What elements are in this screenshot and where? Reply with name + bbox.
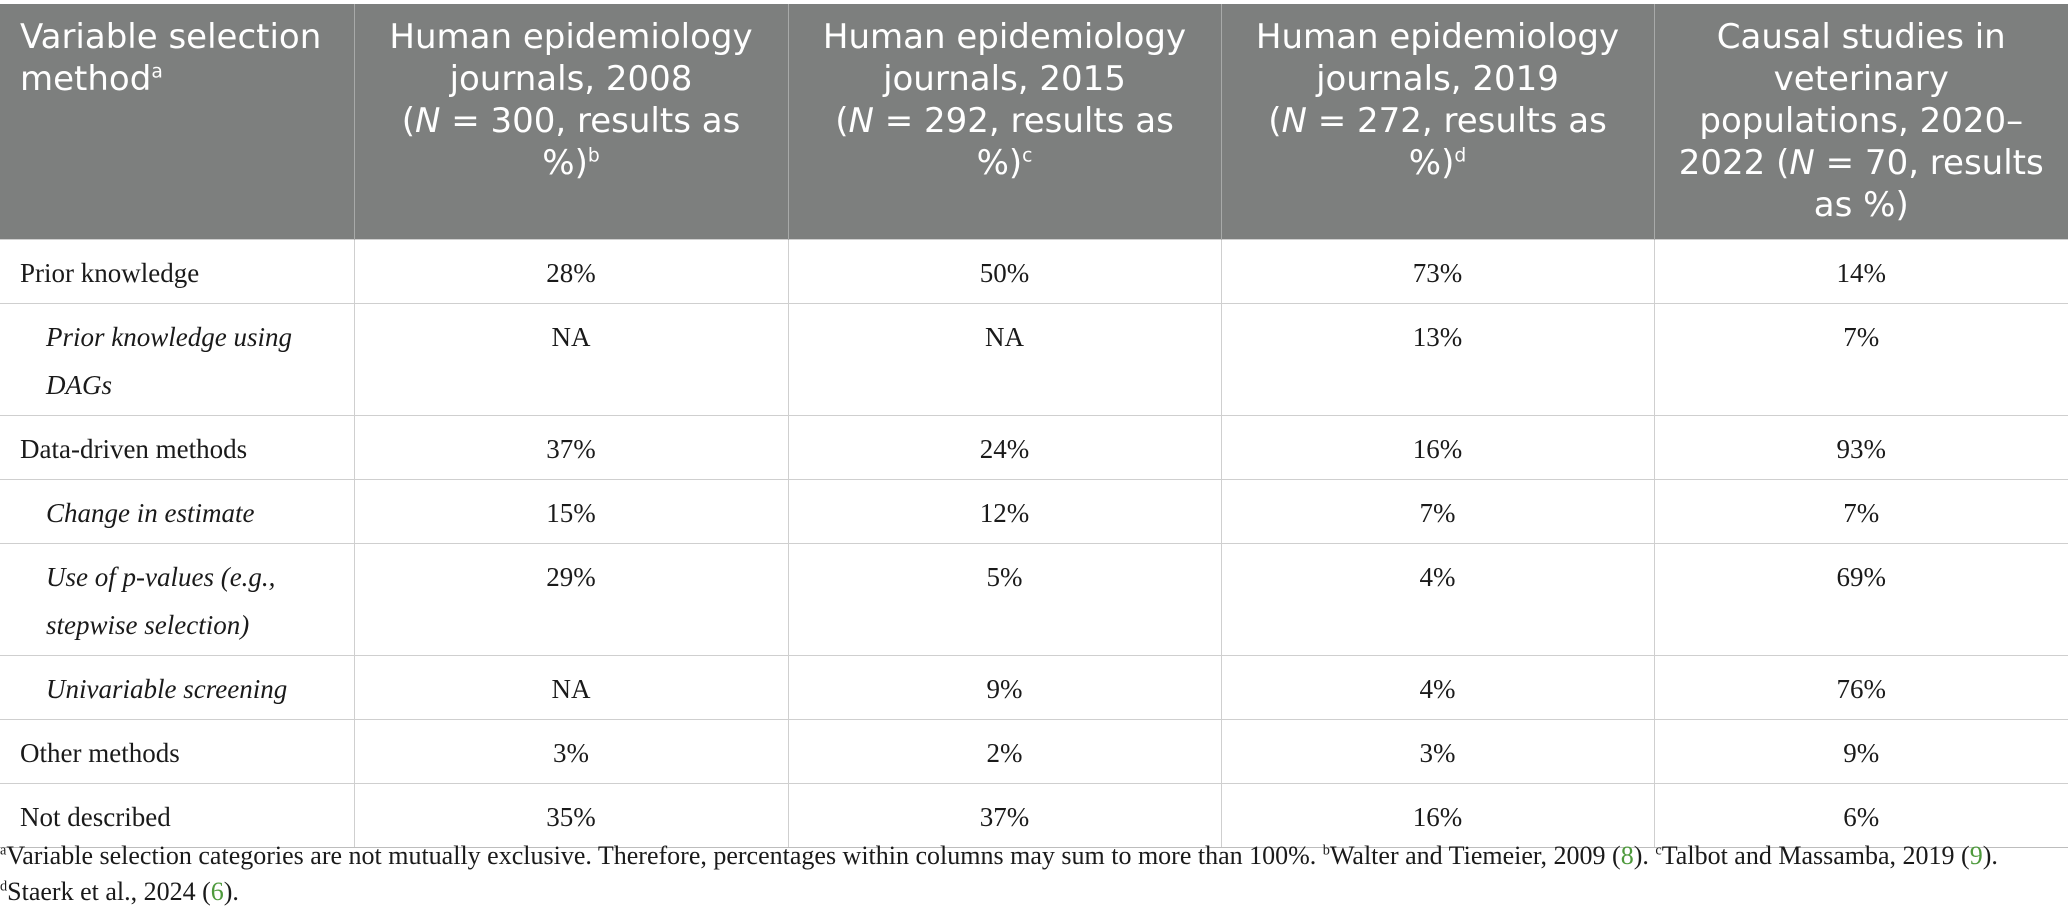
table-cell: 69%	[1653, 542, 2068, 656]
table-cell: 15%	[353, 478, 789, 544]
row-label: Use of p-values (e.g., stepwise selectio…	[0, 542, 355, 656]
table-cell: 9%	[787, 654, 1222, 720]
table-cell: 93%	[1653, 414, 2068, 480]
table-cell: 3%	[1220, 718, 1655, 784]
table-cell: 4%	[1220, 542, 1655, 656]
table-cell: 5%	[787, 542, 1222, 656]
header-human-2008: Human epidemiology journals, 2008 (N = 3…	[354, 4, 789, 239]
citation-link-6[interactable]: 6	[210, 877, 224, 906]
table-row: Not described 35% 37% 16% 6%	[0, 782, 2068, 848]
table-header-row: Variable selection methoda Human epidemi…	[0, 4, 2068, 239]
table-cell: 12%	[787, 478, 1222, 544]
table-row: Univariable screening NA 9% 4% 76%	[0, 654, 2068, 720]
footnote-marker: a	[151, 61, 163, 83]
table-cell: 24%	[787, 414, 1222, 480]
table-cell: 2%	[787, 718, 1222, 784]
table-cell: 35%	[353, 782, 789, 848]
table-cell: 29%	[353, 542, 789, 656]
table-cell: 6%	[1653, 782, 2068, 848]
table-cell: 7%	[1653, 478, 2068, 544]
table-footnotes: aVariable selection categories are not m…	[0, 838, 2068, 910]
table-cell: 13%	[1220, 302, 1655, 416]
citation-link-9[interactable]: 9	[1969, 841, 1983, 870]
table-cell: NA	[787, 302, 1222, 416]
table-row: Change in estimate 15% 12% 7% 7%	[0, 478, 2068, 544]
footnote-line-1: aVariable selection categories are not m…	[0, 841, 1998, 870]
table-cell: 16%	[1220, 782, 1655, 848]
table-cell: NA	[353, 654, 789, 720]
table-cell: 4%	[1220, 654, 1655, 720]
table-cell: 50%	[787, 238, 1222, 304]
table-cell: 73%	[1220, 238, 1655, 304]
table-cell: 16%	[1220, 414, 1655, 480]
table-cell: 37%	[787, 782, 1222, 848]
table-cell: 28%	[353, 238, 789, 304]
footnote-line-2: dStaerk et al., 2024 (6).	[0, 877, 239, 906]
table-row: Data-driven methods 37% 24% 16% 93%	[0, 414, 2068, 480]
table-row: Prior knowledge using DAGs NA NA 13% 7%	[0, 302, 2068, 416]
footnote-marker: c	[1022, 145, 1033, 167]
row-label: Other methods	[0, 718, 355, 784]
table-cell: 14%	[1653, 238, 2068, 304]
header-variable-selection-method: Variable selection methoda	[0, 4, 355, 239]
variable-selection-table: Variable selection methoda Human epidemi…	[0, 4, 2068, 848]
row-label: Univariable screening	[0, 654, 355, 720]
header-human-2015: Human epidemiology journals, 2015 (N = 2…	[788, 4, 1222, 239]
table-row: Use of p-values (e.g., stepwise selectio…	[0, 542, 2068, 656]
row-label: Prior knowledge using DAGs	[0, 302, 355, 416]
table-cell: NA	[353, 302, 789, 416]
row-label: Change in estimate	[0, 478, 355, 544]
table-cell: 76%	[1653, 654, 2068, 720]
row-label: Not described	[0, 782, 355, 848]
citation-link-8[interactable]: 8	[1620, 841, 1634, 870]
table-cell: 7%	[1220, 478, 1655, 544]
table-cell: 3%	[353, 718, 789, 784]
table-cell: 37%	[353, 414, 789, 480]
footnote-marker: d	[1454, 145, 1467, 167]
header-human-2019: Human epidemiology journals, 2019 (N = 2…	[1221, 4, 1655, 239]
row-label: Data-driven methods	[0, 414, 355, 480]
footnote-marker: b	[587, 145, 600, 167]
table-row: Prior knowledge 28% 50% 73% 14%	[0, 238, 2068, 304]
table-cell: 7%	[1653, 302, 2068, 416]
row-label: Prior knowledge	[0, 238, 355, 304]
table-row: Other methods 3% 2% 3% 9%	[0, 718, 2068, 784]
header-veterinary-2020-2022: Causal studies in veterinary populations…	[1654, 4, 2068, 239]
table-cell: 9%	[1653, 718, 2068, 784]
